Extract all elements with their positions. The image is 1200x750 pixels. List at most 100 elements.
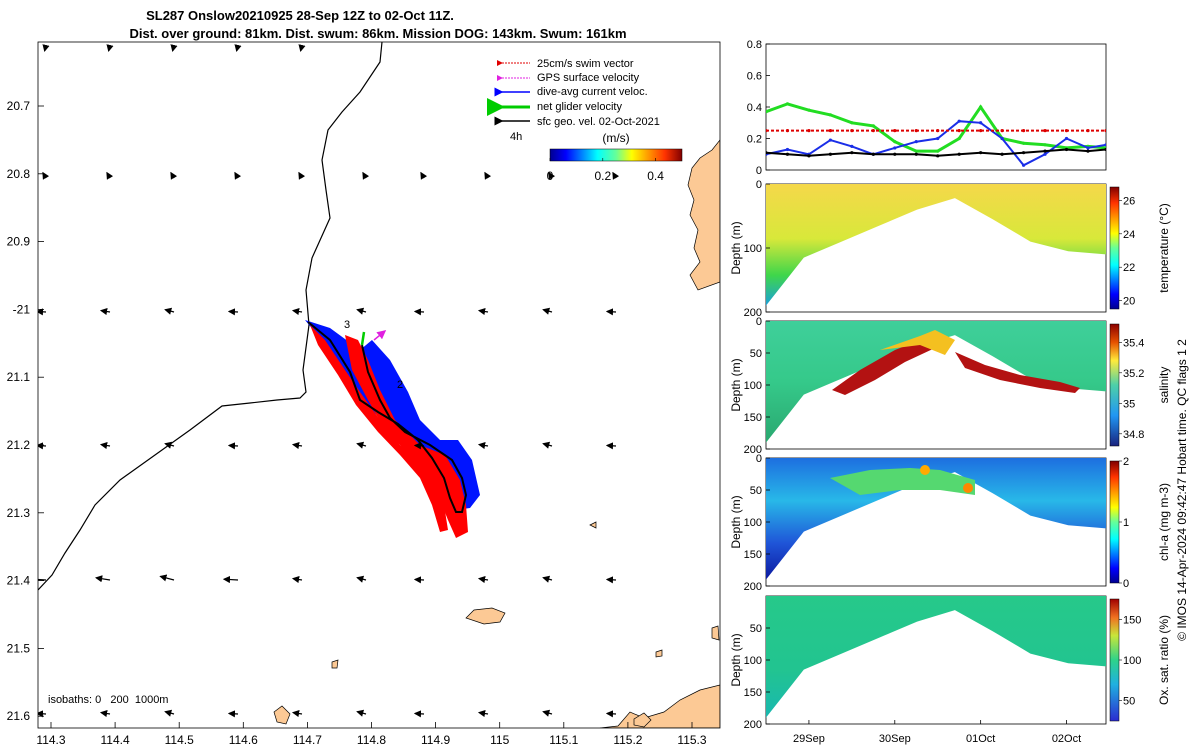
velocity-data-point (1043, 143, 1047, 147)
section-colorbar-tick-label: 150 (1123, 614, 1141, 626)
section-y-tick-label: 100 (744, 517, 762, 529)
geo-velocity-arrow (99, 441, 111, 450)
salinity-high-tongue (955, 352, 1080, 393)
geo-velocity-arrow (222, 575, 239, 584)
geo-velocity-arrow (477, 575, 489, 584)
geo-velocity-arrow (38, 575, 47, 584)
velocity-data-point (1064, 129, 1069, 133)
island (589, 521, 597, 529)
velocity-data-point (850, 151, 854, 155)
geo-velocity-arrow (413, 710, 425, 718)
map-legend: 25cm/s swim vector GPS surface velocity … (487, 58, 683, 183)
section-y-tick-label: 200 (744, 719, 762, 731)
geo-velocity-arrow (298, 44, 306, 53)
island (633, 712, 652, 728)
section-y-tick-label: 50 (750, 485, 762, 497)
velocity-data-point (1043, 149, 1047, 153)
lat-tick-label: 21.5 (7, 641, 31, 655)
geo-velocity-arrow (42, 44, 50, 53)
velocity-data-point (979, 105, 983, 109)
net-glider-velocity-segment (360, 331, 366, 346)
title-line-1: SL287 Onslow20210925 28-Sep 12Z to 02-Oc… (146, 8, 454, 23)
section-colorbar-label: chl-a (mg m-3) (1157, 483, 1171, 561)
legend-dive-avg-current: dive-avg current veloc. (537, 86, 648, 98)
swim-vector-band (345, 335, 468, 538)
geo-velocity-arrow (605, 710, 617, 718)
lat-tick-label: 20.7 (7, 99, 31, 113)
velocity-y-tick-label: 0.6 (747, 71, 762, 83)
lon-tick-label: 114.4 (101, 733, 130, 747)
section-colorbar-label: Ox. sat. ratio (%) (1157, 615, 1171, 705)
chl-hotspot (963, 483, 973, 493)
geo-velocity-arrow (362, 171, 370, 180)
section-y-tick-label: 150 (744, 687, 762, 699)
geo-velocity-arrow (356, 709, 367, 717)
colorbar-tick-label: 0.4 (647, 169, 664, 183)
velocity-data-point (1000, 129, 1004, 133)
title-line-2: Dist. over ground: 81km. Dist. swum: 86k… (129, 26, 626, 41)
geo-velocity-arrow (38, 308, 47, 316)
section-y-tick-label: 50 (750, 623, 762, 635)
lat-tick-label: 20.8 (7, 167, 31, 181)
geo-velocity-arrow (106, 44, 114, 53)
chl-max-layer (830, 468, 975, 495)
island (273, 705, 291, 725)
velocity-data-point (1086, 149, 1090, 153)
map-lon-ticks: 114.3 114.4 114.5 114.6 114.7 114.8 114.9 115 11… (36, 722, 707, 747)
section-y-ticks: 0 50 100 150 200 (744, 453, 770, 593)
geo-velocity-arrow (227, 308, 239, 316)
section-colorbar-tick-label: 35.4 (1123, 337, 1144, 349)
velocity-data-point (914, 152, 918, 156)
section-colorbar (1109, 323, 1120, 447)
colorbar-unit-label: (m/s) (602, 131, 629, 145)
geo-velocity-arrow (542, 441, 553, 449)
section-colorbar-tick-label: 22 (1123, 262, 1135, 274)
glider-track (307, 321, 468, 513)
section-colorbar-tick-label: 34.8 (1123, 429, 1144, 441)
velocity-data-point (1064, 136, 1069, 141)
section-panel: 0 50 100 150 200 Depth (m) 2 1 0 chl-a (mg m-3) (729, 453, 1171, 593)
geo-velocity-arrow (164, 709, 175, 717)
velocity-data-point (850, 144, 854, 148)
island (465, 607, 506, 625)
velocity-data-point (1104, 143, 1106, 147)
geo-velocity-arrow (94, 575, 111, 583)
velocity-data-point (1043, 129, 1047, 133)
island (711, 625, 720, 641)
geo-velocity-arrow (356, 441, 367, 449)
section-colorbar-label: temperature (°C) (1157, 203, 1171, 293)
velocity-data-point (766, 129, 768, 133)
velocity-data-point (766, 151, 768, 155)
velocity-data-point (914, 149, 918, 153)
section-y-tick-label: 50 (750, 348, 762, 360)
lon-tick-label: 114.3 (36, 733, 65, 747)
velocity-data-point (914, 140, 918, 144)
geo-velocity-arrow (605, 576, 617, 584)
legend-time-step: 4h (510, 131, 522, 143)
velocity-y-ticks: 0 0.2 0.4 0.6 0.8 (747, 39, 770, 177)
velocity-data-point (979, 121, 983, 125)
section-colorbar-tick-label: 50 (1123, 696, 1135, 708)
geo-velocity-arrow (605, 308, 617, 316)
velocity-data-point (1021, 129, 1026, 133)
velocity-data-point (893, 129, 897, 133)
geo-velocity-arrow (548, 171, 556, 180)
island (331, 659, 339, 669)
section-y-tick-label: 0 (756, 316, 762, 328)
geo-velocity-arrow (234, 44, 242, 53)
map-lat-ticks: 20.7 20.8 20.9 -21 21.1 21.2 21.3 21.4 21.5 21.6 (7, 99, 44, 723)
velocity-data-point (766, 110, 768, 114)
geo-velocity-arrow (291, 709, 303, 718)
time-tick-label: 30Sep (879, 733, 911, 745)
geo-velocity-arrow (164, 441, 175, 449)
legend-swim-vector: 25cm/s swim vector (537, 58, 634, 70)
geo-velocity-arrow (612, 171, 620, 180)
geo-velocity-arrow (542, 307, 553, 315)
section-y-tick-label: 150 (744, 412, 762, 424)
section-colorbar-tick-label: 0 (1123, 578, 1129, 590)
salinity-high-tongue (832, 338, 935, 395)
velocity-data-point (957, 119, 961, 123)
velocity-y-tick-label: 0 (756, 165, 762, 177)
